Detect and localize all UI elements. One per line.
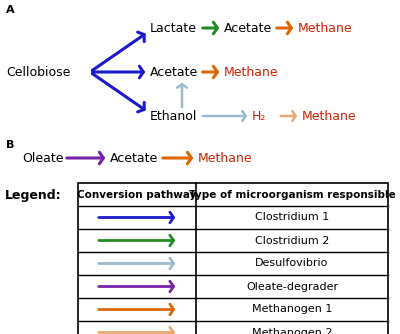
Text: Legend:: Legend: <box>5 189 62 202</box>
Text: Acetate: Acetate <box>150 65 198 78</box>
Text: H₂: H₂ <box>252 110 266 123</box>
Text: A: A <box>6 5 15 15</box>
Text: Methane: Methane <box>298 21 353 34</box>
Text: Conversion pathway: Conversion pathway <box>77 189 197 199</box>
Text: Acetate: Acetate <box>110 152 158 165</box>
Text: Methane: Methane <box>302 110 357 123</box>
Text: B: B <box>6 140 14 150</box>
Text: Cellobiose: Cellobiose <box>6 65 70 78</box>
Text: Methanogen 2: Methanogen 2 <box>252 328 332 334</box>
Bar <box>78 183 388 334</box>
Text: Methane: Methane <box>198 152 253 165</box>
Text: Clostridium 1: Clostridium 1 <box>255 212 329 222</box>
Text: Lactate: Lactate <box>150 21 197 34</box>
Text: Methane: Methane <box>224 65 279 78</box>
Text: Desulfovibrio: Desulfovibrio <box>255 259 329 269</box>
Text: Oleate: Oleate <box>22 152 64 165</box>
Text: Methanogen 1: Methanogen 1 <box>252 305 332 315</box>
Text: Oleate-degrader: Oleate-degrader <box>246 282 338 292</box>
Text: Clostridium 2: Clostridium 2 <box>255 235 329 245</box>
Text: Acetate: Acetate <box>224 21 272 34</box>
Text: Type of microorganism responsible: Type of microorganism responsible <box>189 189 395 199</box>
Text: Ethanol: Ethanol <box>150 110 197 123</box>
